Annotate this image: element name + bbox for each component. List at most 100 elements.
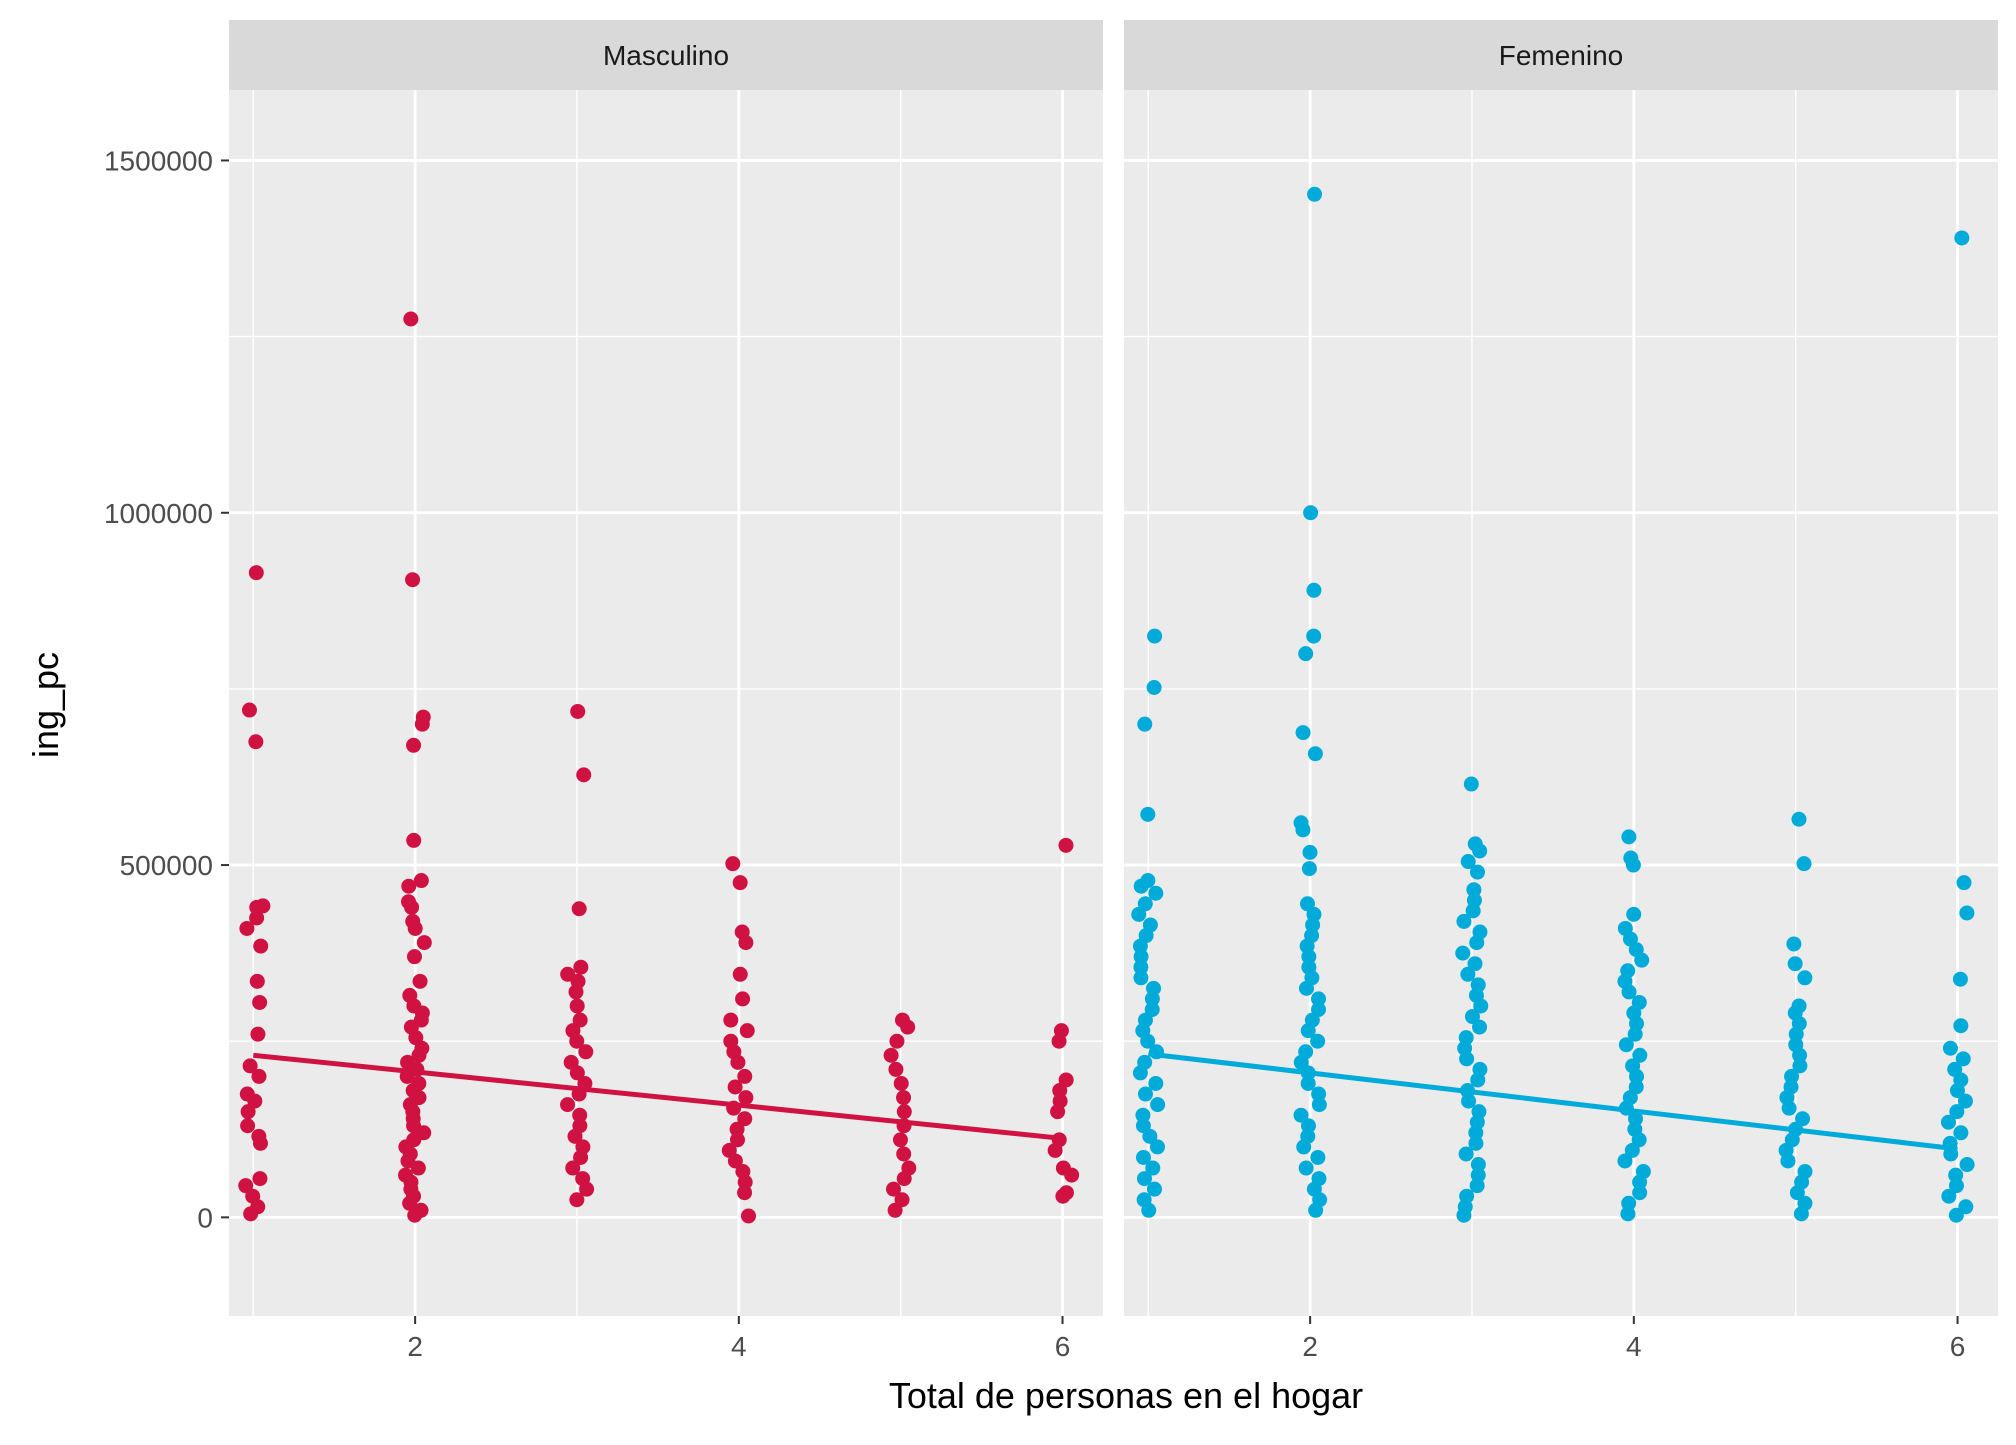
data-point	[416, 935, 432, 951]
data-point	[1306, 628, 1322, 644]
data-point	[1146, 679, 1162, 695]
panel-femenino: Femenino 2 4 6	[1124, 20, 1998, 1362]
data-point	[729, 1132, 745, 1148]
data-point	[1959, 905, 1975, 921]
data-point	[1137, 1086, 1153, 1102]
data-point	[1626, 906, 1642, 922]
data-point	[1632, 1047, 1648, 1063]
data-point	[1460, 966, 1476, 982]
data-point	[1148, 1075, 1164, 1091]
data-point	[1144, 991, 1160, 1007]
data-point	[248, 565, 264, 581]
data-point	[737, 1111, 753, 1127]
data-point	[896, 1090, 912, 1106]
data-point	[1064, 1167, 1080, 1183]
data-point	[1142, 1128, 1158, 1144]
data-point	[1948, 1178, 1964, 1194]
facet-strip-label: Femenino	[1499, 40, 1624, 71]
data-point	[896, 1104, 912, 1120]
data-point	[1618, 1037, 1634, 1053]
data-point	[569, 998, 585, 1014]
data-point	[737, 1068, 753, 1084]
x-tick-label: 2	[407, 1331, 423, 1362]
data-point	[723, 1012, 739, 1028]
data-point	[238, 1178, 254, 1194]
data-point	[1781, 1100, 1797, 1116]
data-point	[1308, 1202, 1324, 1218]
data-point	[1058, 837, 1074, 853]
data-point	[401, 878, 417, 894]
data-point	[569, 1033, 585, 1049]
data-point	[1456, 913, 1472, 929]
data-point	[1133, 970, 1149, 986]
data-point	[1307, 186, 1323, 202]
data-point	[405, 572, 421, 588]
data-point	[1464, 1009, 1480, 1025]
data-point	[1469, 1178, 1485, 1194]
data-point	[1942, 1040, 1958, 1056]
data-point	[251, 1068, 267, 1084]
data-point	[406, 832, 422, 848]
data-point	[1470, 1072, 1486, 1088]
data-point	[253, 938, 269, 954]
data-point	[737, 1185, 753, 1201]
data-point	[1795, 1111, 1811, 1127]
data-point	[739, 1023, 755, 1039]
data-point	[243, 1206, 259, 1222]
data-point	[569, 1192, 585, 1208]
data-point	[727, 1079, 743, 1095]
data-point	[1137, 716, 1153, 732]
data-point	[1293, 1107, 1309, 1123]
data-point	[1131, 906, 1147, 922]
data-point	[732, 966, 748, 982]
data-point	[403, 311, 419, 327]
data-point	[1634, 952, 1650, 968]
data-point	[1953, 1018, 1969, 1034]
data-point	[410, 1160, 426, 1176]
data-point	[1135, 1149, 1151, 1165]
data-point	[1953, 1125, 1969, 1141]
data-point	[1941, 1188, 1957, 1204]
data-point	[1149, 1139, 1165, 1155]
data-point	[1784, 1068, 1800, 1084]
data-point	[1298, 646, 1314, 662]
data-point	[1302, 844, 1318, 860]
data-point	[1632, 1174, 1648, 1190]
data-point	[883, 1047, 899, 1063]
x-tick-label: 2	[1302, 1331, 1318, 1362]
data-point	[573, 959, 589, 975]
data-point	[407, 1207, 423, 1223]
data-point	[576, 767, 592, 783]
data-point	[570, 703, 586, 719]
data-point	[1310, 1149, 1326, 1165]
data-point	[1787, 956, 1803, 972]
data-point	[404, 899, 420, 915]
data-point	[573, 1149, 589, 1165]
x-axis-title: Total de personas en el hogar	[889, 1375, 1363, 1416]
data-point	[888, 1061, 904, 1077]
data-point	[1625, 857, 1641, 873]
data-point	[1952, 971, 1968, 987]
data-point	[738, 935, 754, 951]
data-point	[894, 1192, 910, 1208]
data-point	[1459, 1051, 1475, 1067]
data-point	[1621, 984, 1637, 1000]
data-point	[413, 873, 429, 889]
data-point	[252, 994, 268, 1010]
data-point	[1147, 628, 1163, 644]
data-point	[1627, 1026, 1643, 1042]
data-point	[738, 1090, 754, 1106]
data-point	[1133, 959, 1149, 975]
data-point	[1617, 1153, 1633, 1169]
data-point	[1792, 1047, 1808, 1063]
data-point	[1465, 903, 1481, 919]
data-point	[1955, 1051, 1971, 1067]
data-points	[1131, 186, 1975, 1223]
data-point	[1621, 829, 1637, 845]
data-point	[1296, 1139, 1312, 1155]
x-tick-label: 4	[731, 1331, 747, 1362]
data-point	[1132, 1065, 1148, 1081]
data-point	[1472, 843, 1488, 859]
data-point	[1948, 1207, 1964, 1223]
data-point	[1135, 1107, 1151, 1123]
